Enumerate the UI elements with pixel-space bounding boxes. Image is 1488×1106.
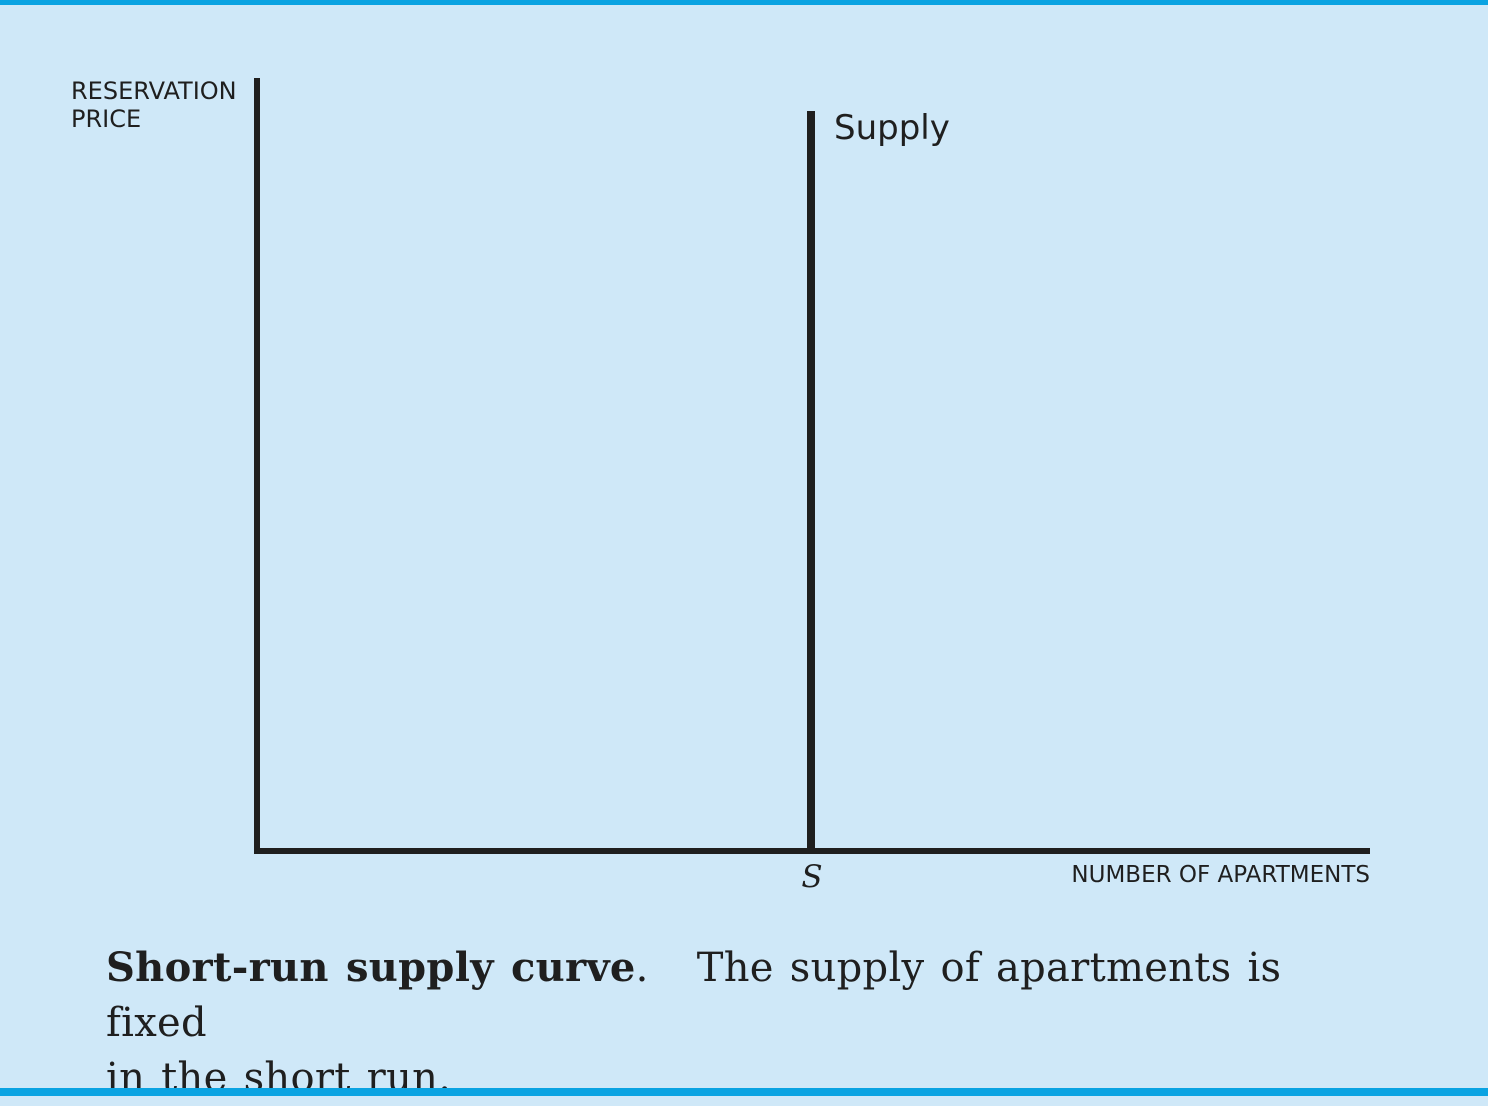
quantity-tick-label: S (801, 859, 822, 895)
supply-curve-label: Supply (834, 108, 950, 148)
x-axis-label: NUMBER OF APARTMENTS (1071, 862, 1370, 888)
y-axis-label-line2: PRICE (71, 105, 141, 133)
caption-text-line1: The supply of apartments is fixed (106, 945, 1282, 1046)
y-axis-label-line1: RESERVATION (71, 77, 237, 105)
caption-separator: . (635, 945, 649, 991)
supply-diagram: RESERVATION PRICE Supply S NUMBER OF APA… (71, 77, 1370, 895)
top-border-rule (0, 0, 1488, 5)
bottom-border-rule (0, 1088, 1488, 1096)
figure-caption: Short-run supply curve. The supply of ap… (106, 940, 1376, 1106)
caption-title: Short-run supply curve (106, 944, 636, 991)
